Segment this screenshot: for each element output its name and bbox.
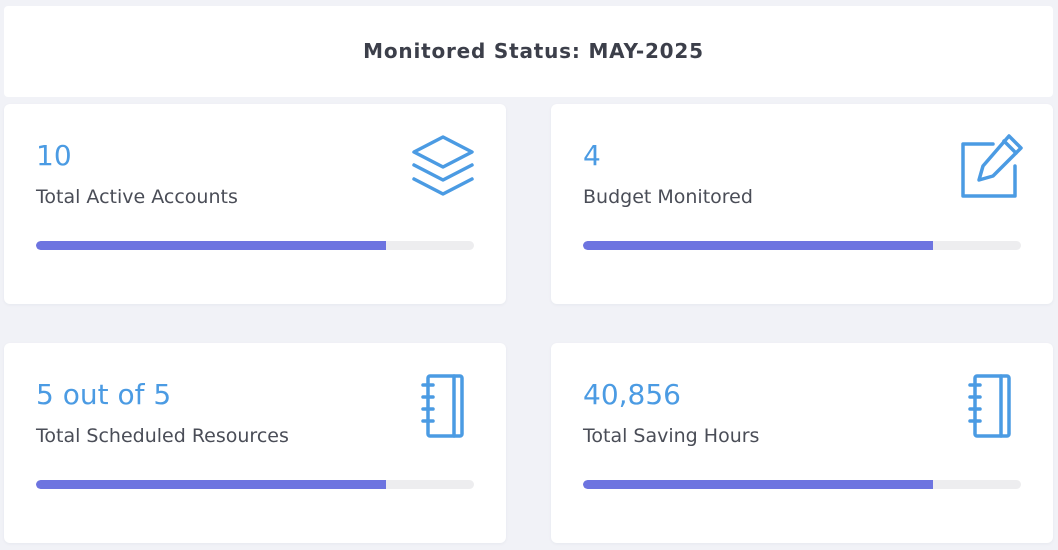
notebook-icon — [410, 373, 476, 439]
stat-value: 5 out of 5 — [36, 378, 172, 411]
stat-card-scheduled-resources: 5 out of 5 Total Scheduled Resources — [4, 343, 506, 543]
stat-value: 40,856 — [583, 378, 681, 411]
stat-value: 10 — [36, 139, 72, 172]
stat-value: 4 — [583, 139, 601, 172]
stat-card-saving-hours: 40,856 Total Saving Hours — [551, 343, 1053, 543]
stat-label: Budget Monitored — [583, 186, 753, 208]
header-card: Monitored Status: MAY-2025 — [4, 6, 1053, 97]
notebook-icon — [957, 373, 1023, 439]
progress-bar — [36, 241, 474, 250]
progress-bar-fill — [583, 480, 934, 489]
progress-bar — [583, 241, 1021, 250]
progress-bar-fill — [583, 241, 934, 250]
stat-label: Total Scheduled Resources — [36, 425, 289, 447]
progress-bar-fill — [36, 480, 387, 489]
page-title: Monitored Status: MAY-2025 — [363, 38, 704, 63]
progress-bar — [583, 480, 1021, 489]
stat-card-active-accounts: 10 Total Active Accounts — [4, 104, 506, 304]
layers-icon — [410, 134, 476, 200]
progress-bar — [36, 480, 474, 489]
stat-label: Total Active Accounts — [36, 186, 238, 208]
stat-card-budget-monitored: 4 Budget Monitored — [551, 104, 1053, 304]
stat-label: Total Saving Hours — [583, 425, 760, 447]
progress-bar-fill — [36, 241, 387, 250]
edit-icon — [957, 134, 1023, 200]
